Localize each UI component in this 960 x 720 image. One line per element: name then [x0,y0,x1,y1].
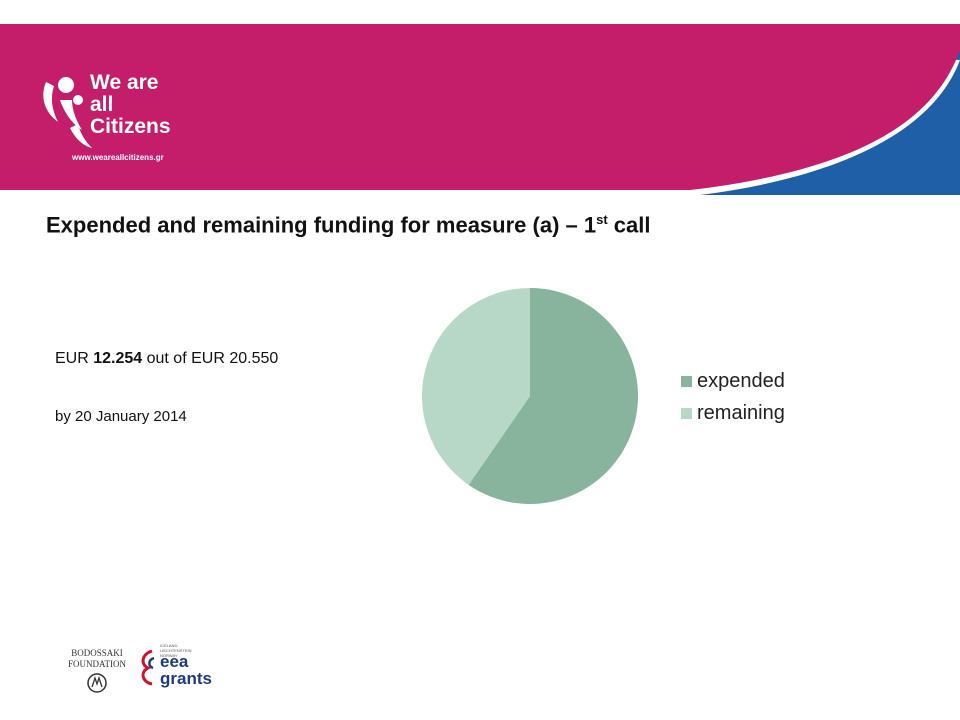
header-band [0,24,960,195]
brand-url: www.weareallcitizens.gr [72,153,164,162]
brand-line3: Citizens [90,115,171,138]
title-end: call [607,212,651,238]
eea-countries: ICELAND LIECHTENSTEIN NORWAY [160,643,192,658]
eea-grants-logo: eea grants [160,652,212,688]
funding-summary: EUR 12.254 out of EUR 20.550 [55,350,278,368]
title-main: Expended and remaining funding for measu… [46,212,597,238]
header-magenta [0,24,960,190]
brand-line2: all [90,93,114,116]
summary-expended: 12.254 [93,350,143,367]
slide-title: Expended and remaining funding for measu… [46,212,650,238]
logo-figure-icon [43,77,92,148]
brand-line1: We are [90,71,159,94]
summary-suffix: out of EUR 20.550 [142,350,279,367]
title-sup: st [596,212,608,227]
eea-country-1: ICELAND [160,643,178,648]
eea-line1: eea [160,652,189,671]
summary-prefix: EUR [55,350,94,367]
eea-line2: grants [160,669,212,688]
bodossaki-logo: BODOSSAKI FOUNDATION [68,648,126,694]
legend-swatch-remaining [681,408,692,419]
pie-slice-remaining [422,288,530,485]
eea-country-2: LIECHTENSTEIN [160,648,192,653]
bodossaki-emblem-icon [87,673,107,693]
legend-label-remaining: remaining [697,402,785,424]
pie-slice-expended [468,288,638,504]
bodossaki-line1: BODOSSAKI [71,648,123,658]
brand-logo: We are all Citizens [90,72,171,138]
date-text: by 20 January 2014 [55,408,187,425]
pie-chart [422,288,638,504]
eea-country-3: NORWAY [160,653,178,658]
bodossaki-line2: FOUNDATION [68,659,126,669]
legend-swatch-expended [681,376,692,387]
eea-swirl-icon [141,649,155,686]
legend-label-expended: expended [697,370,785,392]
